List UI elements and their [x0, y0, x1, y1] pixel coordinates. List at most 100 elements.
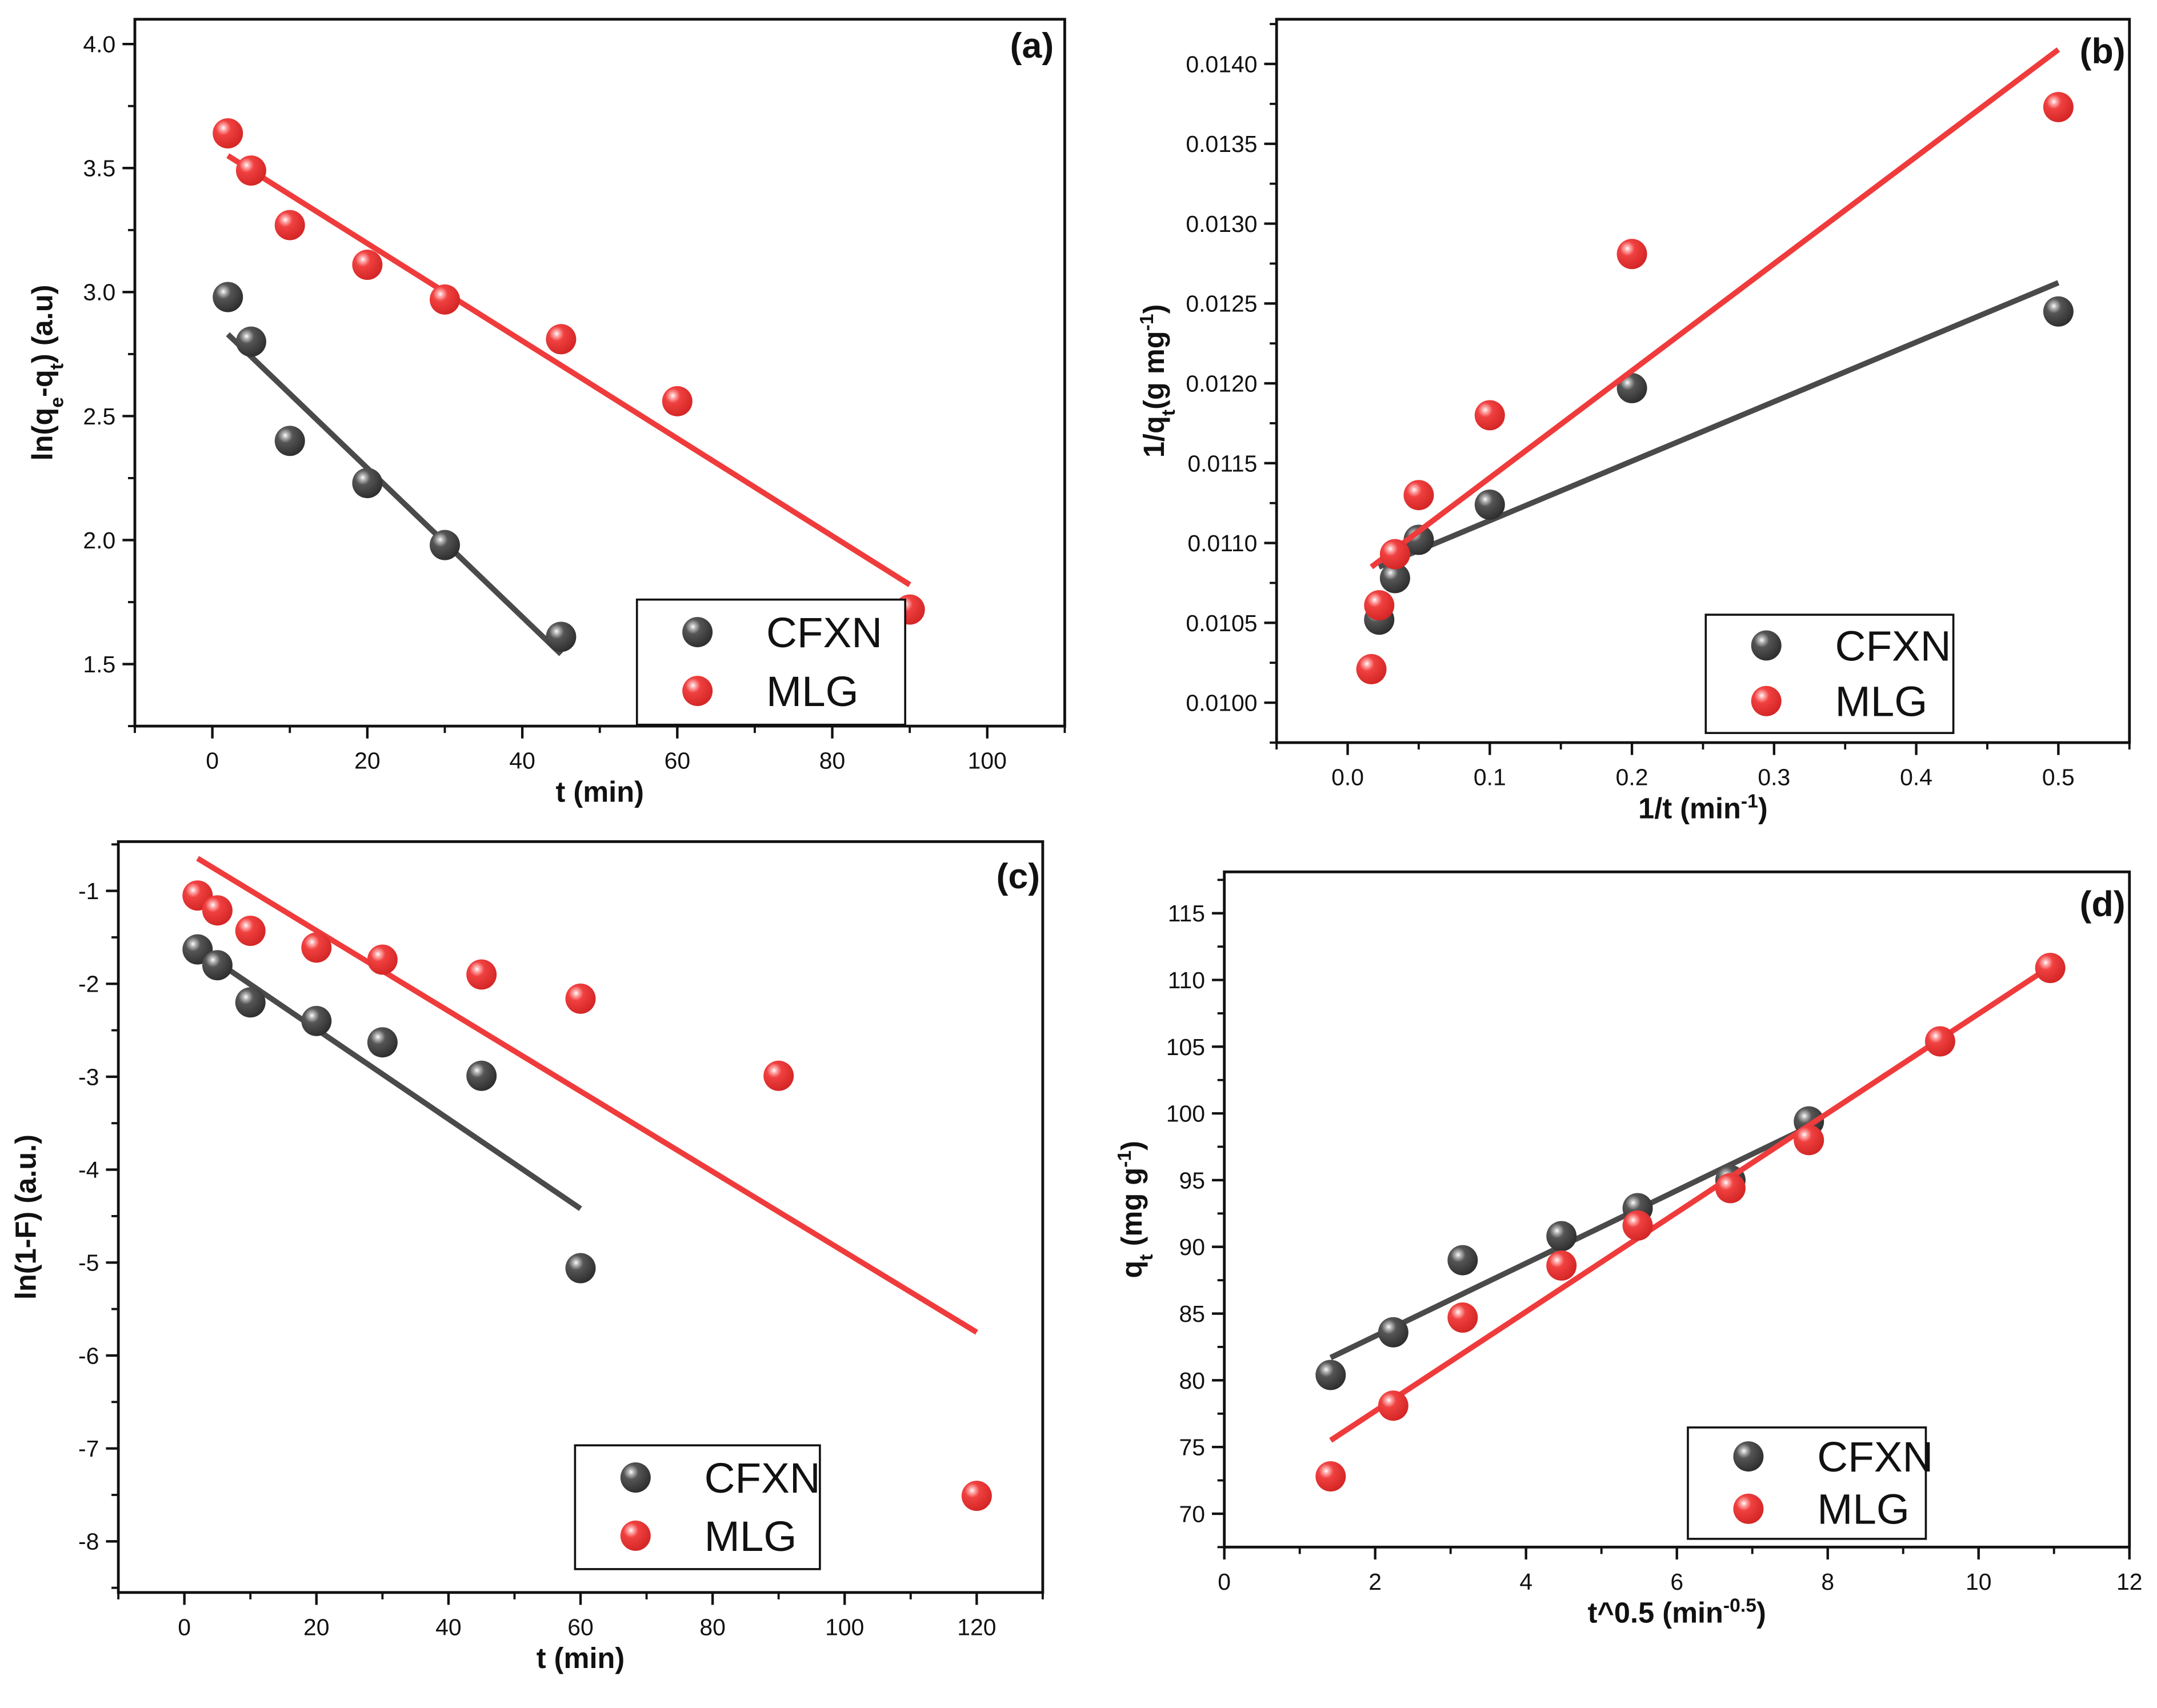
series-mlg [1356, 47, 2074, 684]
panel-label: (d) [2080, 884, 2126, 924]
data-point-mlg [1715, 1173, 1746, 1204]
data-point-cfxn [235, 987, 266, 1018]
x-tick-label: 4 [1519, 1569, 1532, 1595]
data-point-mlg [1379, 539, 1410, 570]
data-point-mlg [763, 1060, 794, 1091]
legend: CFXN MLG [574, 1444, 821, 1570]
data-point-cfxn [202, 950, 233, 981]
x-tick-label: 0 [178, 1614, 191, 1640]
data-point-mlg [235, 916, 266, 946]
y-tick-label: 100 [1166, 1101, 1205, 1127]
y-tick-label: 80 [1179, 1368, 1205, 1394]
label-part: -1 [1114, 1150, 1135, 1168]
series-cfxn [213, 282, 577, 656]
y-tick-label: 1.5 [83, 651, 115, 677]
fit-line-cfxn [196, 946, 582, 1211]
fit-line-cfxn [226, 332, 563, 656]
y-tick-label: 2.5 [83, 403, 115, 430]
data-point-mlg [2035, 953, 2066, 983]
x-axis-label: t^0.5 (min-0.5) [1588, 1595, 1766, 1629]
legend-label: CFXN [1817, 1433, 1933, 1481]
label-part: t (min) [556, 776, 644, 808]
plot-frame [133, 18, 1066, 728]
x-tick-label: 80 [699, 1614, 726, 1640]
x-tick-label: 12 [2116, 1569, 2143, 1595]
label-part: 1/q [1138, 416, 1170, 458]
legend-marker-cfxn [682, 617, 713, 648]
legend-marker-mlg [682, 676, 713, 707]
x-tick-label: 20 [303, 1614, 330, 1640]
data-point-cfxn [1447, 1245, 1478, 1276]
data-point-mlg [301, 932, 332, 963]
data-point-mlg [213, 118, 243, 149]
data-point-mlg [367, 944, 398, 975]
label-part: -0.5 [1723, 1595, 1756, 1617]
data-point-mlg [1924, 1026, 1955, 1057]
series-cfxn [1315, 1106, 1824, 1390]
data-point-mlg [2043, 91, 2074, 122]
data-point-mlg [430, 284, 460, 315]
x-tick-label: 100 [968, 748, 1007, 774]
y-tick-label: -6 [78, 1342, 99, 1369]
y-tick-label: -2 [78, 971, 99, 997]
data-point-cfxn [1403, 524, 1434, 555]
data-point-cfxn [2043, 296, 2074, 327]
data-point-mlg [1546, 1250, 1577, 1281]
y-tick-label: 0.0105 [1186, 610, 1257, 636]
x-tick-label: 60 [567, 1614, 594, 1640]
legend-label: MLG [766, 667, 859, 715]
x-axis-label: t (min) [537, 1642, 625, 1674]
y-tick-label: 110 [1168, 967, 1205, 993]
data-point-mlg [961, 1481, 992, 1511]
series-mlg [1315, 953, 2066, 1492]
y-tick-label: 95 [1179, 1167, 1205, 1193]
data-point-cfxn [1546, 1221, 1577, 1252]
data-point-mlg [274, 210, 305, 240]
x-tick-label: 40 [509, 748, 535, 774]
legend: CFXN MLG [635, 598, 906, 726]
label-part: ) [1115, 1141, 1148, 1150]
y-tick-label: 0.0115 [1187, 450, 1257, 476]
data-point-cfxn [1379, 563, 1410, 594]
label-part: -q [26, 370, 59, 397]
x-tick-label: 8 [1821, 1569, 1834, 1595]
y-tick-label: 75 [1179, 1434, 1205, 1461]
x-tick-label: 10 [1966, 1569, 1992, 1595]
x-tick-label: 0.4 [1900, 764, 1932, 791]
legend-marker-mlg [1733, 1493, 1764, 1524]
y-tick-label: 2.0 [83, 527, 115, 554]
label-part: -1 [1136, 314, 1158, 331]
panel-label: (b) [2080, 31, 2126, 71]
label-part: ) [1758, 792, 1768, 824]
y-axis-label: ln(1-F) (a.u.) [10, 1134, 42, 1300]
y-tick-label: 0.0135 [1186, 131, 1257, 157]
x-axis-label: 1/t (min-1) [1638, 790, 1768, 824]
legend: CFXN MLG [1704, 614, 1955, 734]
legend-marker-mlg [620, 1520, 651, 1551]
data-point-mlg [352, 250, 383, 280]
y-tick-label: 0.0100 [1186, 690, 1257, 716]
data-point-cfxn [1474, 490, 1505, 520]
y-tick-label: 115 [1168, 900, 1205, 927]
panel-c: 0 20 40 60 80 100 120 -8 -7 -6 -5 -4 -3 -2 -1 t (min) ln… [10, 840, 1045, 1674]
series-mlg [213, 118, 925, 625]
y-tick-label: 0.0125 [1186, 291, 1257, 317]
data-point-cfxn [352, 468, 383, 499]
data-point-mlg [1447, 1302, 1478, 1333]
fit-line-mlg [1370, 47, 2060, 570]
y-tick-label: -5 [78, 1250, 99, 1276]
y-tick-label: 105 [1166, 1034, 1205, 1060]
x-tick-label: 2 [1368, 1569, 1382, 1595]
x-tick-label: 0 [206, 748, 219, 774]
x-tick-label: 0.3 [1758, 764, 1790, 791]
data-point-mlg [1474, 400, 1505, 431]
data-point-cfxn [1616, 372, 1647, 403]
data-point-mlg [1315, 1461, 1346, 1492]
x-tick-label: 40 [435, 1614, 462, 1640]
y-tick-label: -7 [78, 1436, 99, 1462]
y-tick-label: 85 [1179, 1301, 1205, 1327]
plot-frame [1275, 18, 2131, 744]
x-tick-label: 60 [665, 748, 691, 774]
y-axis-label: qt (mg g-1) [1114, 1141, 1157, 1278]
y-tick-label: 4.0 [83, 31, 115, 58]
